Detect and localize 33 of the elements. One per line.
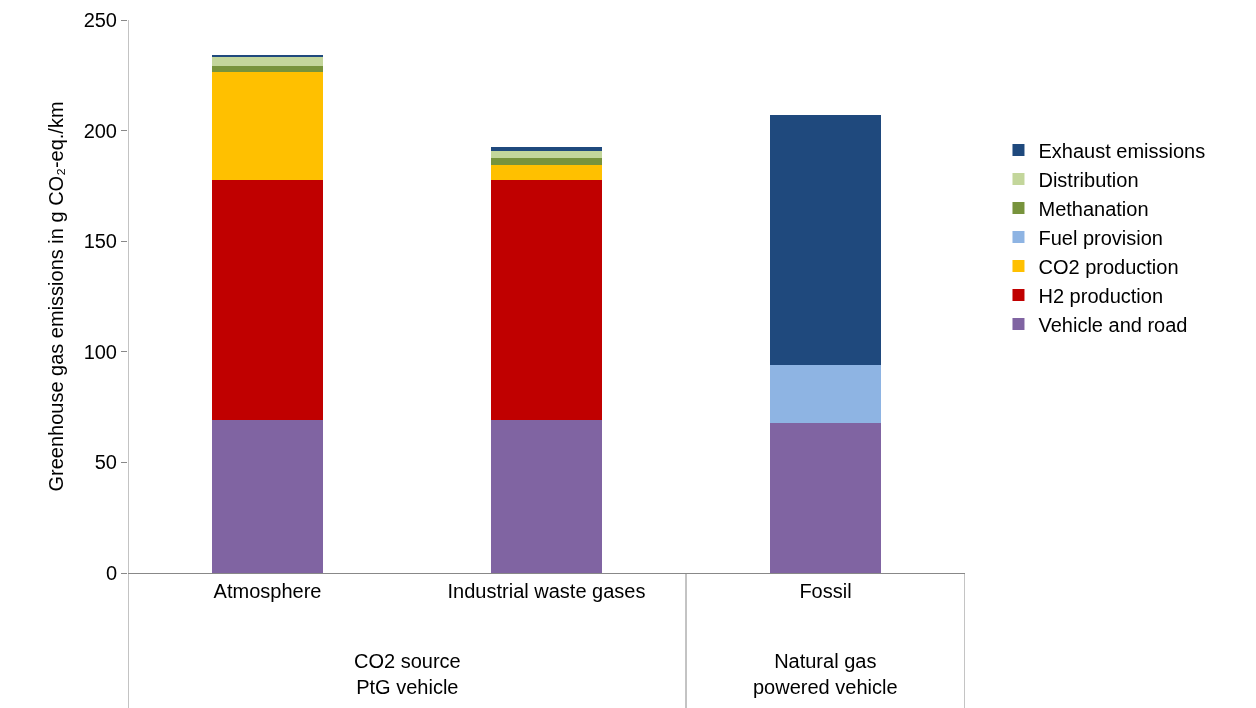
bar bbox=[490, 158, 603, 166]
legend-label: Exhaust emissions bbox=[1038, 139, 1206, 162]
bar bbox=[769, 115, 882, 366]
y-axis-title: Greenhouse gas emissions in g CO₂-eq./km bbox=[45, 101, 68, 492]
legend-label: CO2 production bbox=[1038, 255, 1179, 278]
bar bbox=[769, 422, 882, 573]
x-tick-label: Atmosphere bbox=[213, 580, 322, 602]
y-tick-label: 50 bbox=[94, 451, 117, 474]
bar bbox=[490, 165, 603, 180]
legend-label: Vehicle and road bbox=[1038, 313, 1188, 336]
legend-label: Fuel provision bbox=[1038, 226, 1163, 249]
bar bbox=[490, 150, 603, 159]
bar bbox=[490, 147, 603, 151]
bar bbox=[211, 420, 324, 573]
y-tick-label: 250 bbox=[83, 9, 117, 31]
y-tick-label: 200 bbox=[83, 119, 117, 142]
legend-label: Methanation bbox=[1038, 197, 1149, 220]
bar bbox=[211, 66, 324, 72]
legend-label: H2 production bbox=[1038, 284, 1164, 307]
x-tick-label: Industrial waste gases bbox=[447, 580, 646, 602]
x-tick-label: Fossil bbox=[799, 580, 852, 602]
bar bbox=[211, 179, 324, 421]
bar bbox=[769, 365, 882, 423]
bar bbox=[211, 71, 324, 180]
bar bbox=[490, 179, 603, 421]
bar bbox=[211, 57, 324, 67]
y-tick-label: 150 bbox=[83, 230, 117, 253]
y-tick-label: 0 bbox=[105, 562, 117, 584]
text: CO2 source PtG vehicle bbox=[354, 650, 461, 698]
text: Natural gas powered vehicle bbox=[753, 650, 898, 698]
legend-label: Distribution bbox=[1038, 168, 1139, 191]
y-tick-label: 100 bbox=[83, 340, 117, 363]
bar bbox=[490, 420, 603, 573]
